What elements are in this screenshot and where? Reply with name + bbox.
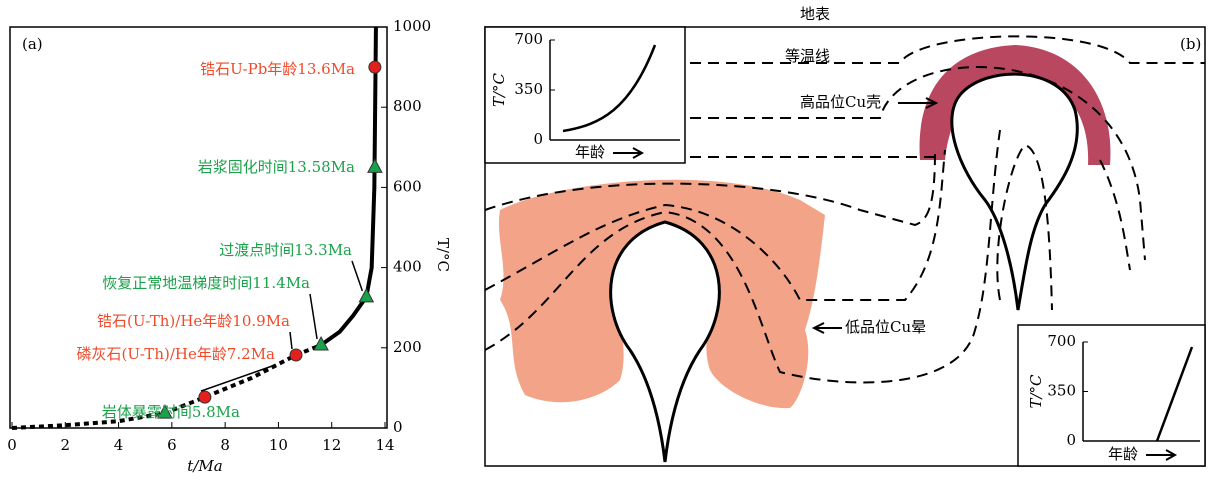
x-tick-label: 12 xyxy=(322,436,341,454)
x-tick-label: 0 xyxy=(7,436,17,454)
data-point xyxy=(290,349,302,361)
y-tick-label: 400 xyxy=(393,258,422,276)
x-tick-label: 14 xyxy=(375,436,394,454)
x-axis-label: t/Ma xyxy=(187,457,222,475)
x-axis-label: 年龄 xyxy=(1108,445,1138,463)
y-tick-label: 350 xyxy=(514,80,543,98)
x-tick-label: 2 xyxy=(61,436,71,454)
y-tick-label: 350 xyxy=(1047,382,1076,400)
y-tick-label: 0 xyxy=(1066,431,1076,449)
high-grade-label: 高品位Cu壳 xyxy=(800,93,881,111)
x-tick-label: 4 xyxy=(114,436,124,454)
annotation: 锆石(U-Th)/He年龄10.9Ma xyxy=(97,312,290,330)
diagram-title: 地表 xyxy=(800,5,830,23)
y-axis-label: T/°C xyxy=(490,72,508,107)
annotation: 恢复正常地温梯度时间11.4Ma xyxy=(102,274,310,292)
isotherm xyxy=(1100,160,1130,270)
y-tick-label: 200 xyxy=(393,338,422,356)
annotation-arrow xyxy=(352,261,362,291)
x-tick-label: 6 xyxy=(167,436,177,454)
plot-frame xyxy=(10,27,387,428)
data-point xyxy=(368,159,382,172)
annotation: 磷灰石(U-Th)/He年龄7.2Ma xyxy=(77,345,276,363)
low-grade-label: 低品位Cu晕 xyxy=(845,318,926,336)
data-point xyxy=(199,391,211,403)
annotation-arrow xyxy=(290,332,292,349)
pluton xyxy=(952,74,1077,310)
y-tick-label: 1000 xyxy=(393,17,431,35)
annotation: 岩浆固化时间13.58Ma xyxy=(198,158,355,176)
annotation: 锆石U-Pb年龄13.6Ma xyxy=(200,60,355,78)
y-tick-label: 800 xyxy=(393,97,422,115)
y-tick-label: 700 xyxy=(1047,332,1076,350)
figure: (a) t/Ma T/°C 地表 (b) 等温线 高品位Cu壳 低品位Cu晕 0… xyxy=(0,0,1213,481)
y-tick-label: 0 xyxy=(393,418,403,436)
x-axis-label: 年龄 xyxy=(575,143,605,161)
isotherm-label: 等温线 xyxy=(785,47,830,65)
panel-b: 地表 (b) 等温线 高品位Cu壳 低品位Cu晕 xyxy=(485,5,1205,466)
annotation-arrow xyxy=(310,294,317,339)
panel-label: (a) xyxy=(22,35,43,53)
annotation: 过渡点时间13.3Ma xyxy=(219,241,352,259)
y-axis-label: T/°C xyxy=(434,238,452,272)
panel-label: (b) xyxy=(1180,35,1201,53)
y-axis-label: T/°C xyxy=(1027,374,1045,409)
data-point xyxy=(369,61,381,73)
data-point xyxy=(359,289,373,302)
y-tick-label: 0 xyxy=(533,130,543,148)
pluton xyxy=(611,222,720,462)
arrow xyxy=(898,98,936,108)
y-tick-label: 600 xyxy=(393,177,422,195)
annotation-arrow xyxy=(201,365,275,391)
annotation: 岩体暴露时间5.8Ma xyxy=(102,403,240,421)
y-tick-label: 700 xyxy=(514,30,543,48)
x-tick-label: 8 xyxy=(220,436,230,454)
arrow xyxy=(814,323,842,333)
isotherm xyxy=(690,36,1205,63)
x-tick-label: 10 xyxy=(269,436,288,454)
